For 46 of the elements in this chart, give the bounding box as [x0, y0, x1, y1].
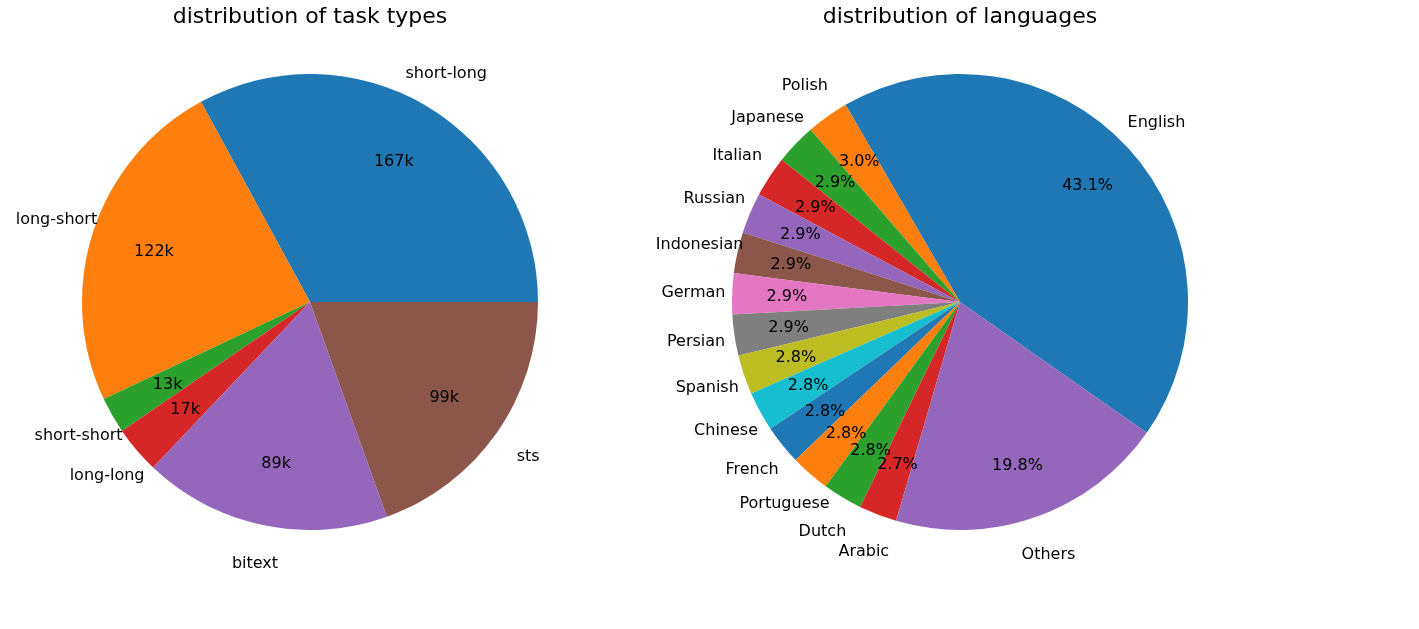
slice-label: Italian [712, 145, 763, 165]
slice-label: French [725, 459, 779, 479]
data-label: 2.9% [770, 254, 812, 274]
slice-label: English [1127, 111, 1186, 131]
data-label: 122k [134, 240, 175, 260]
data-label: 99k [429, 386, 460, 406]
data-label: 2.9% [766, 285, 808, 305]
data-label: 2.9% [780, 224, 821, 244]
slice-label: Spanish [675, 377, 739, 397]
slice-label: short-long [405, 62, 487, 82]
slice-label: long-long [69, 465, 145, 485]
data-label: 2.9% [794, 196, 836, 216]
slice-label: Russian [683, 188, 746, 208]
pie-slice [742, 194, 960, 302]
data-label: 89k [261, 452, 292, 472]
pie-slice [310, 302, 538, 517]
data-label: 2.8% [787, 375, 829, 395]
chart-title: distribution of task types [172, 3, 448, 28]
slice-label: sts [516, 445, 540, 465]
data-label: 2.8% [825, 422, 867, 442]
slice-label: Persian [666, 330, 726, 350]
chart-title: distribution of languages [822, 3, 1098, 28]
data-label: 167k [373, 150, 415, 170]
data-label: 2.9% [814, 172, 856, 192]
slice-label: Japanese [730, 107, 804, 127]
data-label: 17k [170, 398, 201, 418]
pie-slice [153, 302, 387, 530]
data-label: 43.1% [1062, 174, 1114, 194]
slice-label: German [661, 282, 726, 302]
slice-label: long-short [15, 209, 98, 229]
slice-label: Arabic [838, 540, 890, 560]
data-label: 19.8% [992, 455, 1043, 475]
slice-label: Others [1021, 543, 1076, 563]
pie-slice [738, 302, 960, 394]
slice-label: Chinese [694, 420, 759, 440]
slice-label: bitext [231, 553, 279, 573]
data-label: 2.9% [768, 317, 809, 337]
slice-label: Portuguese [739, 492, 830, 512]
data-label: 3.0% [838, 151, 880, 171]
data-label: 2.8% [804, 400, 846, 420]
data-label: 2.8% [775, 347, 817, 367]
slice-label: short-short [34, 424, 123, 444]
pie-slice [121, 302, 310, 468]
slice-label: Polish [781, 74, 828, 94]
slice-label: Dutch [798, 520, 847, 540]
data-label: 13k [152, 373, 184, 393]
